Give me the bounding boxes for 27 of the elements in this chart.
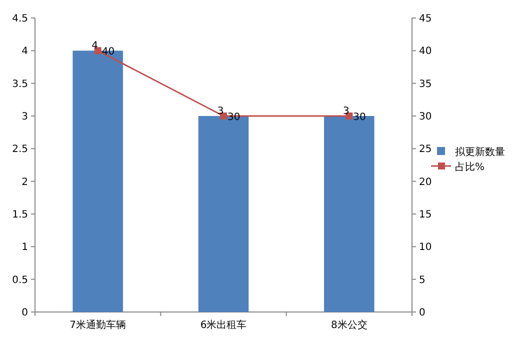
y-tick-label: 4.5 xyxy=(12,14,28,24)
y2-tick-label: 0 xyxy=(419,308,426,318)
y-tick-label: 2 xyxy=(22,176,28,188)
y-tick-label: 0.5 xyxy=(12,274,28,286)
x-tick-label: 8米公交 xyxy=(330,319,368,331)
y2-tick-label: 25 xyxy=(419,144,432,156)
data-label: 3 xyxy=(342,106,350,117)
x-tick-label: 6米出租车 xyxy=(200,319,247,331)
y2-tick-label: 30 xyxy=(419,112,432,122)
data-label: 4 xyxy=(92,40,98,52)
y-tick-label: 2.5 xyxy=(12,144,28,156)
legend-label: 占比% xyxy=(455,161,485,173)
y-tick-label: 1 xyxy=(22,242,28,254)
y2-tick-label: 20 xyxy=(419,176,432,188)
y2-tick-label: 40 xyxy=(419,46,432,58)
legend-label: 拟更新数量 xyxy=(455,146,505,158)
y-tick-label: 0 xyxy=(22,308,28,318)
y-tick-label: 4 xyxy=(22,46,28,58)
y-tick-label: 3.5 xyxy=(12,78,28,90)
y-tick-label: 3 xyxy=(22,112,28,122)
y2-tick-label: 10 xyxy=(419,242,432,254)
y-tick-label: 1.5 xyxy=(12,210,28,220)
y2-tick-label: 5 xyxy=(419,274,426,286)
y2-tick-label: 45 xyxy=(419,14,432,24)
y2-tick-label: 15 xyxy=(419,210,432,220)
x-tick-label: 7米通勤车辆 xyxy=(70,319,126,331)
y2-tick-label: 35 xyxy=(419,78,432,90)
